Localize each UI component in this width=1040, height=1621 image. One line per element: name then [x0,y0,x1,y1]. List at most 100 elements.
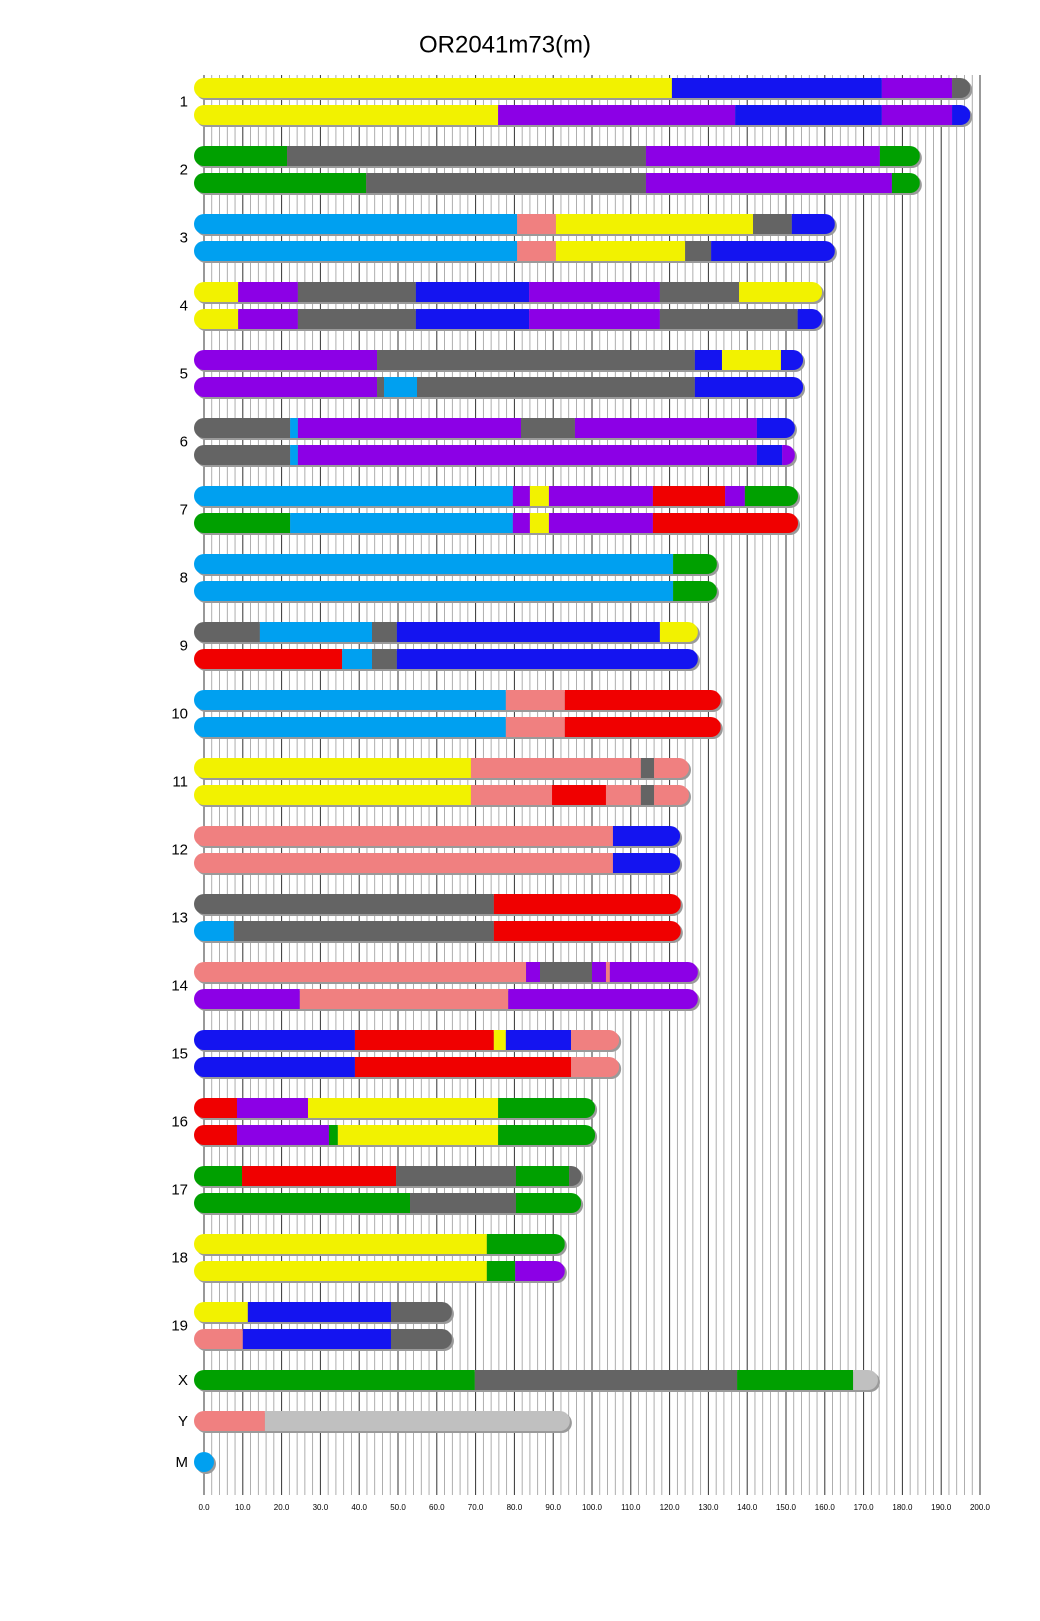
segment [259,622,373,642]
haplotype-track [194,758,689,778]
segment [194,717,506,737]
x-tick-label: 50.0 [390,1503,406,1512]
x-tick-label: 100.0 [582,1503,603,1512]
segment [673,581,717,601]
segment [645,146,880,166]
segment [564,717,721,737]
segment [780,350,804,370]
segment [417,377,695,397]
segment [194,1166,243,1186]
segment [571,1030,620,1050]
segment [952,78,971,98]
segment [194,1234,487,1254]
segment [612,826,681,846]
segment [694,377,804,397]
haplotype-track [194,173,920,193]
x-tick-label: 170.0 [854,1503,875,1512]
segment [342,649,373,669]
chromosome-label: 2 [180,161,188,178]
x-tick-label: 150.0 [776,1503,797,1512]
haplotype-track [194,377,804,397]
segment [194,649,343,669]
segment [391,1302,452,1322]
segment [517,241,556,261]
segment [592,962,606,982]
segment [396,1166,516,1186]
segment [609,962,698,982]
segment [354,1057,572,1077]
segment [505,717,565,737]
chromosome-label: 6 [180,433,188,450]
haplotype-track [194,1030,620,1050]
segment [879,146,920,166]
segment [952,105,971,125]
segment [505,1030,572,1050]
haplotype-track [194,1411,570,1431]
segment [307,1098,499,1118]
segment [529,309,660,329]
segment [297,445,757,465]
chromosome-label: X [178,1372,188,1389]
segment [297,309,416,329]
segment [194,350,378,370]
segment [194,1302,248,1322]
chromosome-label: 16 [171,1113,188,1130]
segment [486,1261,516,1281]
segment [194,513,291,533]
segment [652,486,726,506]
segment [640,758,655,778]
chromosome-label: 5 [180,365,188,382]
haplotype-track [194,1098,596,1118]
segment [194,105,499,125]
haplotype-track [194,826,681,846]
segment [498,1098,596,1118]
haplotype-track [194,1166,582,1186]
haplotype-track [194,690,721,710]
segment [659,282,740,302]
segment [645,173,892,193]
segment [194,622,260,642]
haplotype-track [194,105,971,125]
chromosome-label: 1 [180,93,188,110]
segment [474,1370,738,1390]
segment [569,1166,582,1186]
haplotype-track [194,513,799,533]
segment [552,785,606,805]
segment [194,1030,355,1050]
chromosome-label: 19 [171,1317,188,1334]
segment [505,690,565,710]
segment [194,282,239,302]
segment [297,282,416,302]
segment [410,1193,516,1213]
segment [470,758,641,778]
segment [236,1098,308,1118]
segment [233,921,494,941]
segment [735,105,882,125]
haplotype-track [194,717,721,737]
segment [194,78,672,98]
segment [238,282,298,302]
haplotype-track [194,1234,565,1254]
haplotype-track [194,214,835,234]
x-tick-label: 0.0 [198,1503,210,1512]
segment [194,962,527,982]
segment [384,377,418,397]
segment [194,690,506,710]
segment [486,1234,565,1254]
x-tick-label: 200.0 [970,1503,991,1512]
segment [493,921,681,941]
segment [493,894,681,914]
segment [194,377,378,397]
segment [612,853,681,873]
segment [194,989,300,1009]
segment [290,418,298,438]
segment [194,1329,243,1349]
segment [756,445,783,465]
segment [194,418,291,438]
haplotype-track [194,309,823,329]
segment [238,309,298,329]
haplotype-track [194,962,698,982]
segment [574,418,757,438]
chromosome-label: 8 [180,569,188,586]
segment [194,1452,214,1472]
